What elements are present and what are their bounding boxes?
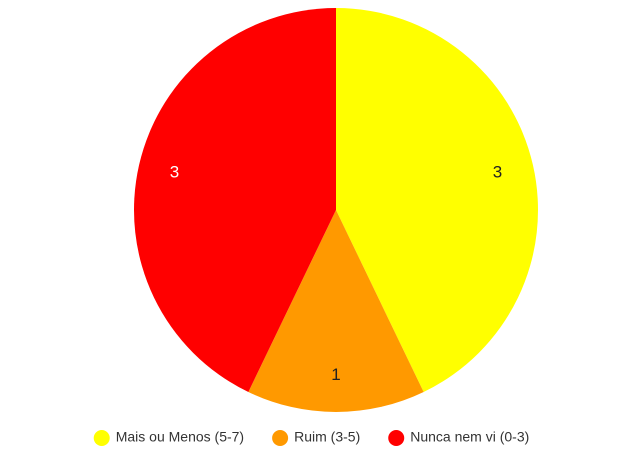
pie-slice: [248, 210, 424, 412]
data-label: 1: [331, 365, 340, 384]
pie-slice: [336, 8, 538, 392]
pie-slice: [134, 8, 336, 392]
legend-label: Mais ou Menos (5-7): [116, 429, 244, 445]
data-label: 3: [170, 163, 179, 182]
legend-marker: [388, 430, 405, 446]
data-label: 3: [493, 163, 502, 182]
legend-marker: [272, 430, 289, 446]
legend-marker: [93, 430, 110, 446]
legend-label: Ruim (3-5): [294, 429, 360, 445]
legend-label: Nunca nem vi (0-3): [410, 429, 529, 445]
